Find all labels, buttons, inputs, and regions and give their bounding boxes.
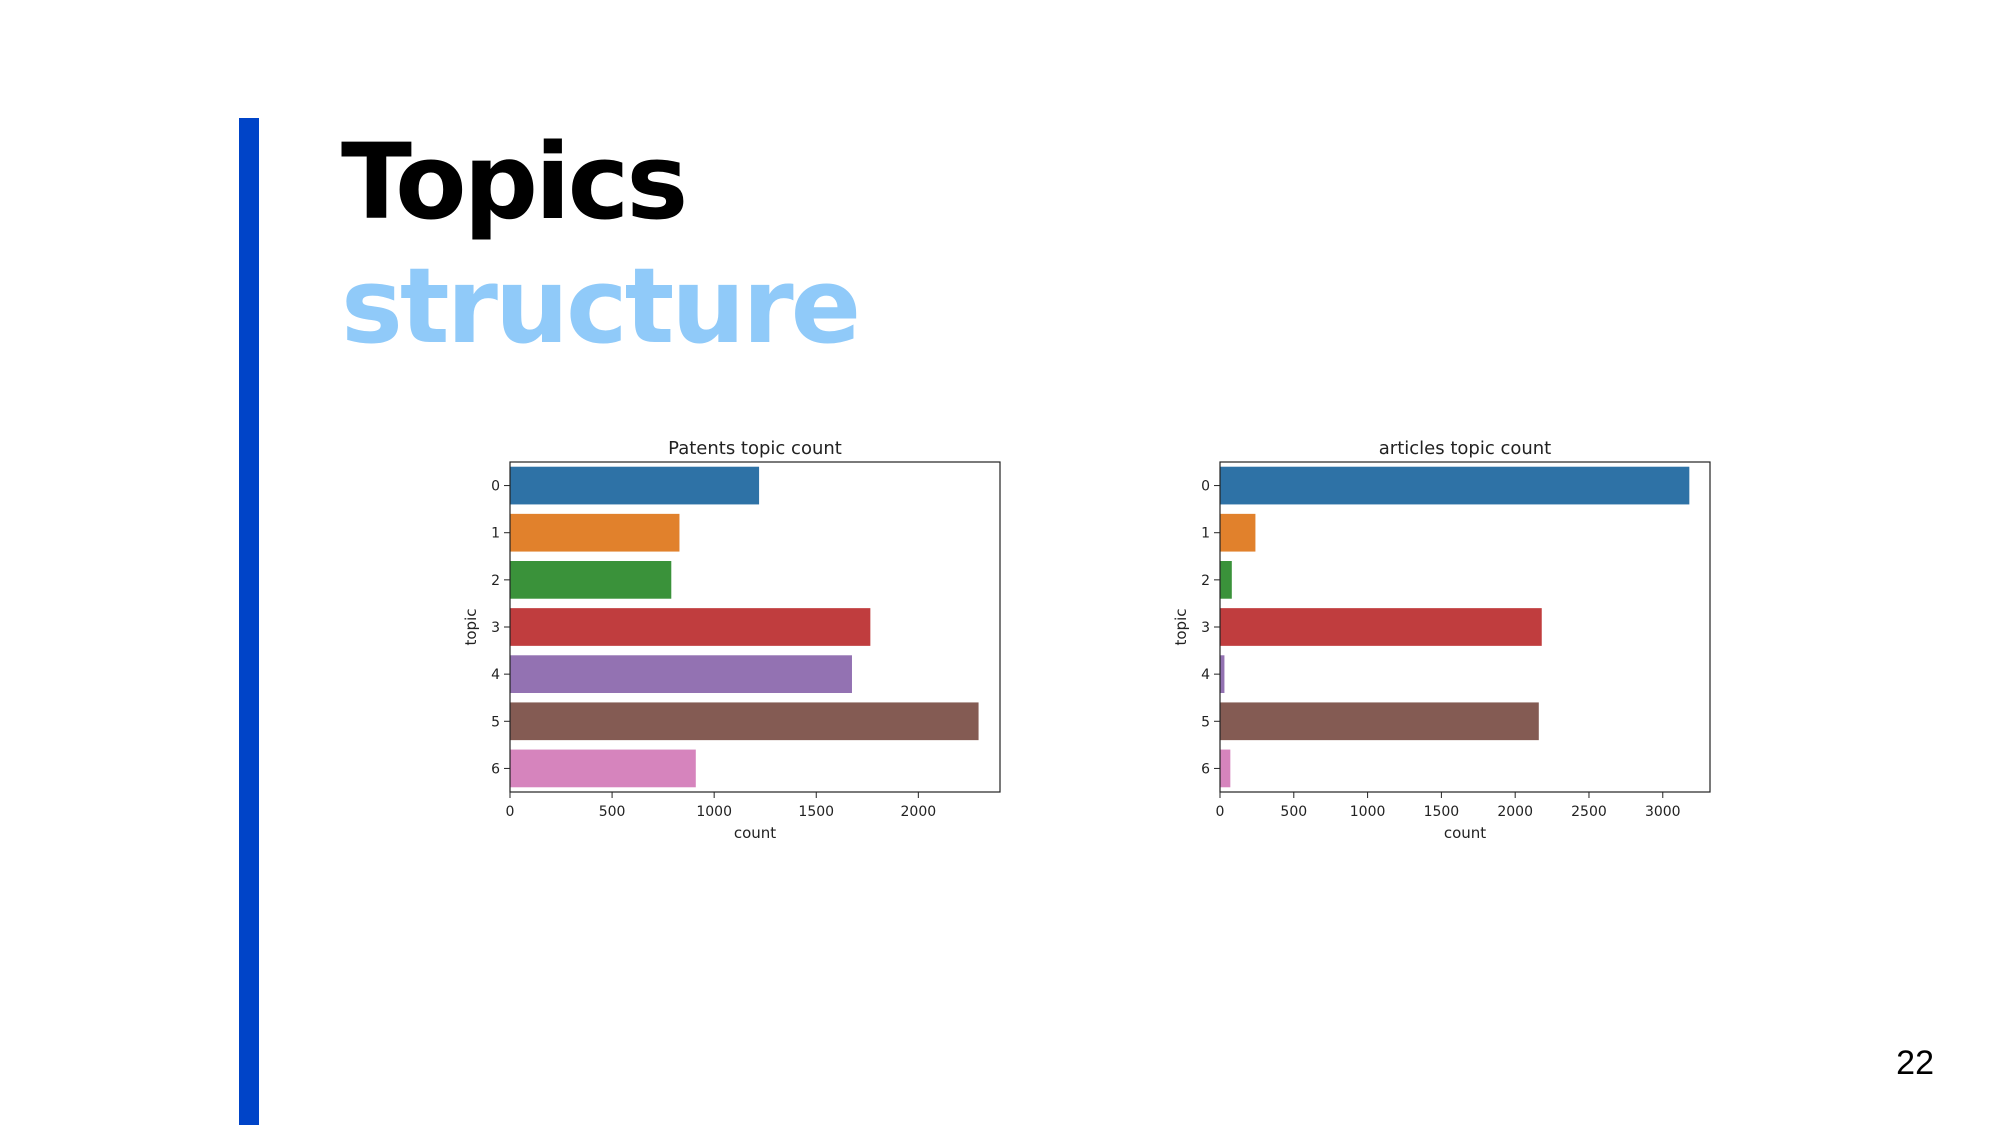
y-axis-label: topic (1172, 609, 1190, 646)
plot-frame (509, 461, 1001, 793)
x-axis-label: count (1444, 824, 1486, 842)
y-tick-label: 5 (491, 714, 500, 730)
x-tick-label: 1500 (1424, 804, 1460, 820)
chart-title: Patents topic count (668, 438, 842, 459)
x-tick-label: 500 (1280, 804, 1307, 820)
bar-topic-4 (1220, 655, 1225, 693)
chart-svg: articles topic count 0 1 2 3 4 5 6 0 500 1000 1500 2… (1172, 438, 1711, 842)
y-tick-label: 0 (1201, 479, 1210, 495)
y-tick-label: 4 (1201, 667, 1210, 683)
x-tick-label: 2000 (901, 804, 937, 820)
bar-topic-0 (1220, 466, 1690, 505)
x-tick-label: 0 (1216, 804, 1225, 820)
y-tick-label: 2 (1201, 573, 1210, 589)
y-tick-label: 5 (1201, 714, 1210, 730)
bar-topic-2 (1220, 561, 1232, 599)
bar-topic-6 (1220, 749, 1231, 788)
x-tick-label: 1000 (1350, 804, 1386, 820)
y-tick-label: 6 (491, 761, 500, 777)
y-tick-label: 1 (1201, 526, 1210, 542)
x-tick-label: 2500 (1571, 804, 1607, 820)
y-tick-label: 1 (491, 526, 500, 542)
x-tick-label: 0 (506, 804, 515, 820)
y-axis-label: topic (462, 609, 480, 646)
y-tick-label: 6 (1201, 761, 1210, 777)
chart-title: articles topic count (1379, 438, 1551, 459)
x-tick-label: 3000 (1645, 804, 1681, 820)
y-tick-label: 4 (491, 667, 500, 683)
bar-topic-1 (510, 513, 680, 552)
x-tick-label: 500 (599, 804, 626, 820)
bar-topic-3 (510, 608, 871, 646)
x-axis-label: count (734, 824, 776, 842)
page-number: 22 (1896, 1044, 1934, 1082)
plot-frame (1219, 461, 1711, 793)
accent-bar (239, 118, 259, 1125)
chart-svg: Patents topic count 0 1 2 3 4 5 6 0 500 1000 1500 20… (462, 438, 1001, 842)
bar-topic-5 (1220, 702, 1539, 741)
bar-topic-3 (1220, 608, 1542, 646)
y-tick-label: 3 (1201, 620, 1210, 636)
slide-subtitle: structure (341, 245, 861, 367)
y-tick-label: 2 (491, 573, 500, 589)
y-tick-label: 3 (491, 620, 500, 636)
bar-topic-6 (510, 749, 696, 788)
bar-topic-1 (1220, 513, 1256, 552)
bar-topic-4 (510, 655, 852, 693)
patents-topic-chart: Patents topic count 0 1 2 3 4 5 6 0 500 1000 1500 20… (440, 430, 1040, 850)
y-tick-label: 0 (491, 479, 500, 495)
x-tick-label: 2000 (1497, 804, 1533, 820)
x-tick-label: 1000 (696, 804, 732, 820)
bar-topic-0 (510, 466, 760, 505)
slide-title: Topics (341, 121, 688, 243)
articles-topic-chart: articles topic count 0 1 2 3 4 5 6 0 500 1000 1500 2… (1150, 430, 1750, 850)
bar-topic-2 (510, 561, 672, 599)
bar-topic-5 (510, 702, 979, 741)
x-tick-label: 1500 (798, 804, 834, 820)
